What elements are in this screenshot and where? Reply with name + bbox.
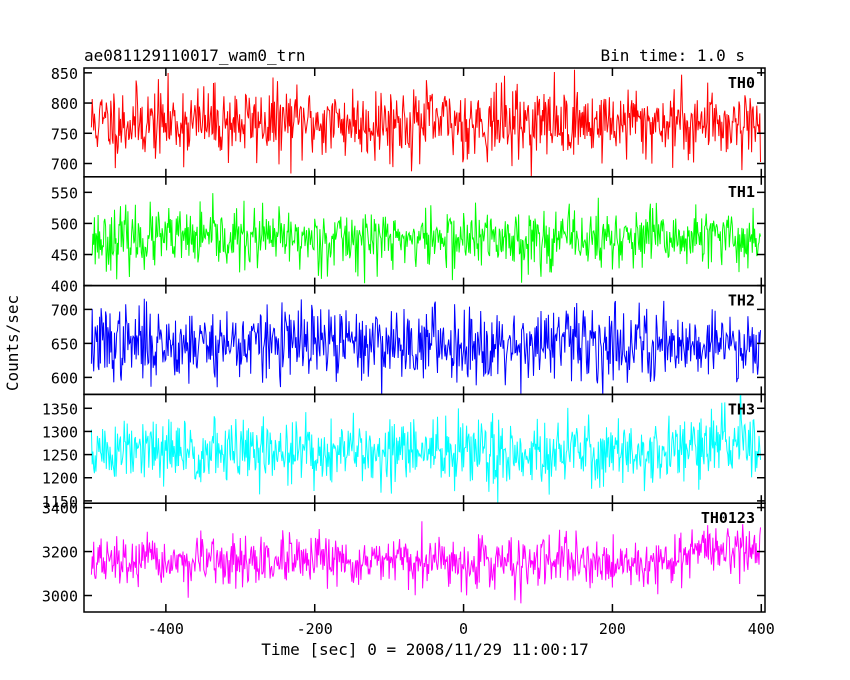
y-tick-label-th1: 450 bbox=[51, 247, 78, 265]
panel-label-th3: TH3 bbox=[728, 400, 755, 418]
panel-th2: TH2 600 650 700 bbox=[51, 284, 766, 396]
y-tick-label-th0: 750 bbox=[51, 125, 78, 143]
y-tick-label-th0123: 3000 bbox=[42, 588, 78, 606]
y-tick-label-th2: 700 bbox=[51, 301, 78, 319]
y-axis-label: Counts/sec bbox=[3, 295, 22, 391]
y-tick-label-th3: 1200 bbox=[42, 470, 78, 488]
chart-title: ae081129110017_wam0_trn bbox=[84, 46, 306, 65]
y-tick-label-th3: 1350 bbox=[42, 400, 78, 418]
y-tick-label-th3: 1250 bbox=[42, 447, 78, 465]
y-tick-label-th1: 550 bbox=[51, 184, 78, 202]
x-tick-label: -400 bbox=[148, 620, 184, 638]
panel-label-th1: TH1 bbox=[728, 183, 755, 201]
panel-label-th0123: TH0123 bbox=[701, 509, 755, 527]
panel-label-th0: TH0 bbox=[728, 74, 755, 92]
panel-label-th2: TH2 bbox=[728, 292, 755, 310]
panel-th0: TH0 700 750 800 850 bbox=[51, 65, 766, 178]
y-tick-label-th0: 800 bbox=[51, 95, 78, 113]
y-tick-label-th0: 850 bbox=[51, 65, 78, 83]
series-line-th0 bbox=[90, 69, 761, 177]
y-tick-label-th1: 400 bbox=[51, 278, 78, 296]
x-tick-label: 200 bbox=[599, 620, 626, 638]
series-line-th1 bbox=[91, 193, 761, 284]
y-tick-label-th0: 700 bbox=[51, 156, 78, 174]
chart-subtitle: Bin time: 1.0 s bbox=[601, 46, 746, 65]
y-tick-label-th3: 1300 bbox=[42, 423, 78, 441]
y-tick-label-th3: 1150 bbox=[42, 493, 78, 511]
series-line-th3 bbox=[90, 394, 761, 503]
panels-layer: TH0 700 750 800 850 TH1 400 450 500 550 TH2 600 650 7… bbox=[42, 65, 775, 638]
panel-frame-th0123 bbox=[83, 502, 766, 613]
x-tick-label: 0 bbox=[459, 620, 468, 638]
x-axis-label: Time [sec] 0 = 2008/11/29 11:00:17 bbox=[261, 640, 589, 659]
series-line-th0123 bbox=[90, 521, 761, 604]
y-tick-label-th2: 600 bbox=[51, 369, 78, 387]
x-tick-label: -200 bbox=[297, 620, 333, 638]
y-tick-label-th0123: 3200 bbox=[42, 544, 78, 562]
panel-th0123: TH0123 3000 3200 3400 bbox=[42, 500, 766, 613]
series-line-th2 bbox=[90, 298, 761, 395]
panel-th1: TH1 400 450 500 550 bbox=[51, 176, 766, 296]
y-tick-label-th2: 650 bbox=[51, 335, 78, 353]
y-tick-label-th0123: 3400 bbox=[42, 500, 78, 518]
x-tick-label: 400 bbox=[748, 620, 775, 638]
panel-th3: TH3 1150 1200 1250 1300 1350 bbox=[42, 393, 766, 511]
y-tick-label-th1: 500 bbox=[51, 215, 78, 233]
